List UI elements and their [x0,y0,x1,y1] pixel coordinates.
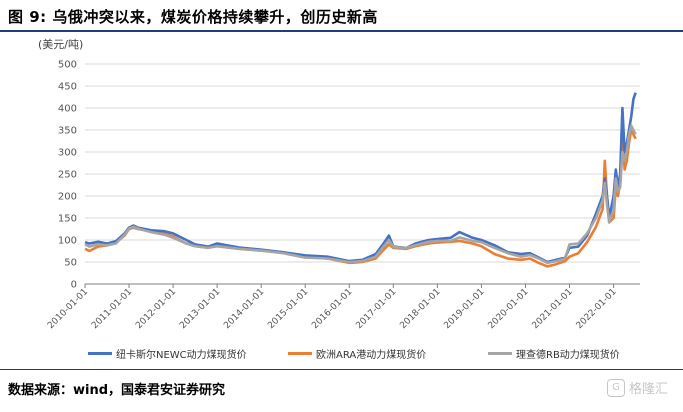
y-axis-unit-label: (美元/吨) [38,38,84,51]
y-tick-label: 500 [58,60,77,71]
y-tick-label: 350 [58,126,77,137]
legend-label: 理查德RB动力煤现货价 [516,350,620,361]
x-tick-label: 2018-01-01 [398,287,442,331]
y-tick-label: 450 [58,82,77,93]
series-lines [84,92,637,268]
legend: 纽卡斯尔NEWC动力煤现货价 欧洲ARA港动力煤现货价 理查德RB动力煤现货价 [0,346,683,364]
series-line-2 [84,124,637,265]
figure-title: 图 9: 乌俄冲突以来，煤炭价格持续攀升，创历史新高 [8,8,378,26]
x-tick-label: 2011-01-01 [90,287,134,331]
x-tick-label: 2015-01-01 [266,287,310,331]
x-tick-label: 2014-01-01 [222,287,266,331]
y-tick-label: 300 [58,148,77,159]
watermark-text: 格隆汇 [629,382,669,397]
y-tick-label: 150 [58,214,77,225]
x-tick-label: 2010-01-01 [46,287,90,331]
legend-swatch [288,352,312,355]
y-tick-label: 200 [58,192,77,203]
legend-swatch [88,352,112,355]
series-line-0 [84,92,637,264]
x-tick-label: 2019-01-01 [442,287,486,331]
title-rule [0,30,683,32]
legend-item: 理查德RB动力煤现货价 [488,346,620,361]
x-tick-label: 2022-01-01 [575,287,619,331]
axes: 0 50 100 150 200 250 300 350 400 450 500 2010-01-01… [46,60,640,331]
x-tick-label: 2016-01-01 [310,287,354,331]
legend-label: 纽卡斯尔NEWC动力煤现货价 [116,350,247,361]
y-tick-label: 100 [58,236,77,247]
y-tick-label: 400 [58,104,77,115]
legend-item: 纽卡斯尔NEWC动力煤现货价 [88,346,247,361]
x-tick-label: 2013-01-01 [178,287,222,331]
watermark-logo-icon: G [607,378,625,397]
x-tick-label: 2020-01-01 [487,287,531,331]
watermark: G 格隆汇 [607,378,668,397]
source-rule [0,369,683,370]
legend-swatch [488,352,512,355]
source-note: 数据来源：wind，国泰君安证券研究 [8,383,226,398]
x-tick-label: 2012-01-01 [134,287,178,331]
x-tick-label: 2021-01-01 [531,287,575,331]
y-tick-label: 50 [64,258,77,269]
y-tick-label: 0 [71,280,77,291]
x-tick-label: 2017-01-01 [354,287,398,331]
y-tick-label: 250 [58,170,77,181]
legend-label: 欧洲ARA港动力煤现货价 [316,350,427,361]
legend-item: 欧洲ARA港动力煤现货价 [288,346,426,361]
